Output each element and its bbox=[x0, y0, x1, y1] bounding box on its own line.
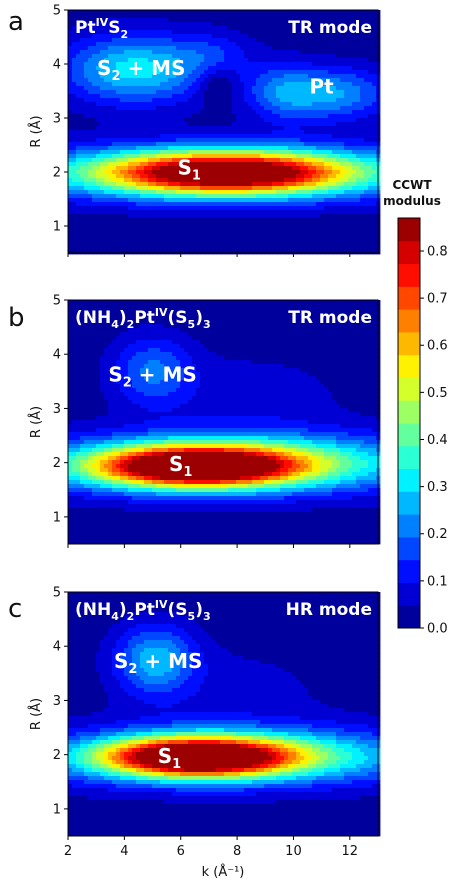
colorbar-title: CCWT bbox=[392, 178, 432, 192]
colorbar-band bbox=[398, 331, 420, 356]
x-tick-label: 4 bbox=[120, 844, 128, 859]
plot-frame bbox=[67, 591, 379, 837]
colorbar-tick-label: 0.6 bbox=[427, 339, 448, 354]
colorbar-tick-label: 0.4 bbox=[427, 433, 448, 448]
y-tick-label: 1 bbox=[53, 510, 61, 525]
colorbar-band bbox=[398, 514, 420, 538]
colorbar-band bbox=[398, 491, 420, 515]
y-tick-label: 5 bbox=[53, 586, 61, 601]
y-tick-label: 4 bbox=[53, 58, 61, 73]
y-tick-label: 2 bbox=[53, 748, 61, 763]
mode-label: HR mode bbox=[286, 600, 372, 620]
colorbar: CCWT modulus 0.0 0.1 0.2 0.3 0.4 0.5 0.6 0.7 0.8 bbox=[383, 178, 448, 637]
colorbar-band bbox=[398, 354, 420, 378]
x-tick-label: 6 bbox=[177, 844, 185, 859]
y-tick-label: 3 bbox=[53, 694, 61, 709]
colorbar-band bbox=[398, 263, 420, 287]
colorbar-band bbox=[398, 468, 420, 492]
colorbar-title: modulus bbox=[383, 194, 441, 208]
colorbar-band bbox=[398, 240, 420, 265]
y-axis-label: R (Å) bbox=[28, 115, 44, 147]
peak-annotation: S1 bbox=[169, 452, 192, 480]
colorbar-band bbox=[398, 536, 420, 561]
colorbar-tick-label: 0.7 bbox=[427, 292, 448, 307]
colorbar-tick-label: 0.8 bbox=[427, 244, 448, 259]
x-tick-label: 12 bbox=[342, 844, 359, 859]
y-tick-label: 5 bbox=[53, 4, 61, 19]
colorbar-band bbox=[398, 582, 420, 606]
colorbar-tick-label: 0.5 bbox=[427, 386, 448, 401]
colorbar-band bbox=[398, 559, 420, 583]
panel-letter: a bbox=[8, 7, 24, 37]
colorbar-frame bbox=[397, 217, 421, 629]
y-tick-label: 4 bbox=[53, 640, 61, 655]
y-tick-label: 1 bbox=[53, 802, 61, 817]
panel-letter: c bbox=[8, 594, 22, 624]
peak-annotation: S2 + MS bbox=[114, 649, 202, 677]
y-tick-label: 2 bbox=[53, 166, 61, 181]
x-tick-label: 2 bbox=[64, 844, 72, 859]
x-axis-label: k (Å⁻¹) bbox=[202, 864, 245, 880]
y-tick-label: 3 bbox=[53, 112, 61, 127]
colorbar-band bbox=[398, 400, 420, 424]
peak-annotation: S1 bbox=[177, 156, 200, 184]
y-axis-label: R (Å) bbox=[28, 406, 44, 438]
y-axis-label: R (Å) bbox=[28, 698, 44, 730]
peak-annotation: S2 + MS bbox=[108, 362, 196, 390]
colorbar-band bbox=[398, 605, 420, 629]
peak-annotation: S1 bbox=[158, 744, 181, 772]
colorbar-tick-label: 0.3 bbox=[427, 480, 448, 495]
colorbar-tick-label: 0.1 bbox=[427, 574, 448, 589]
y-tick-label: 3 bbox=[53, 402, 61, 417]
colorbar-band bbox=[398, 445, 420, 470]
peak-annotation: Pt bbox=[310, 75, 335, 99]
heatmap-surface bbox=[68, 10, 381, 255]
compound-label: (NH4)2PtIV(S5)3 bbox=[75, 306, 211, 331]
heatmap-surface bbox=[68, 300, 381, 545]
compound-label: PtIVS2 bbox=[75, 16, 128, 41]
plot-frame bbox=[67, 299, 379, 545]
panel-letter: b bbox=[8, 303, 25, 333]
compound-label: (NH4)2PtIV(S5)3 bbox=[75, 598, 211, 623]
mode-label: TR mode bbox=[288, 18, 372, 38]
peak-annotation: S2 + MS bbox=[97, 56, 185, 84]
colorbar-tick-label: 0.0 bbox=[427, 622, 448, 637]
panel-b: 1 2 3 4 5 R (Å) b (NH4)2PtIV(S5)3 TR mode S1 S2 + … bbox=[8, 294, 381, 548]
colorbar-band bbox=[398, 286, 420, 310]
y-tick-label: 1 bbox=[53, 220, 61, 235]
x-tick-label: 10 bbox=[285, 844, 302, 859]
y-tick-label: 2 bbox=[53, 456, 61, 471]
plot-frame bbox=[67, 9, 379, 254]
colorbar-band bbox=[398, 423, 420, 447]
colorbar-band bbox=[398, 309, 420, 333]
colorbar-band bbox=[398, 218, 420, 242]
mode-label: TR mode bbox=[288, 308, 372, 328]
y-tick-label: 4 bbox=[53, 348, 61, 363]
colorbar-band bbox=[398, 377, 420, 401]
panel-a: 1 2 3 4 5 R (Å) a PtIVS2 TR mode S1 S2 + MS Pt bbox=[8, 4, 381, 257]
x-tick-label: 8 bbox=[233, 844, 241, 859]
heatmap-surface bbox=[68, 592, 381, 837]
y-tick-label: 5 bbox=[53, 294, 61, 309]
colorbar-tick-label: 0.2 bbox=[427, 527, 448, 542]
